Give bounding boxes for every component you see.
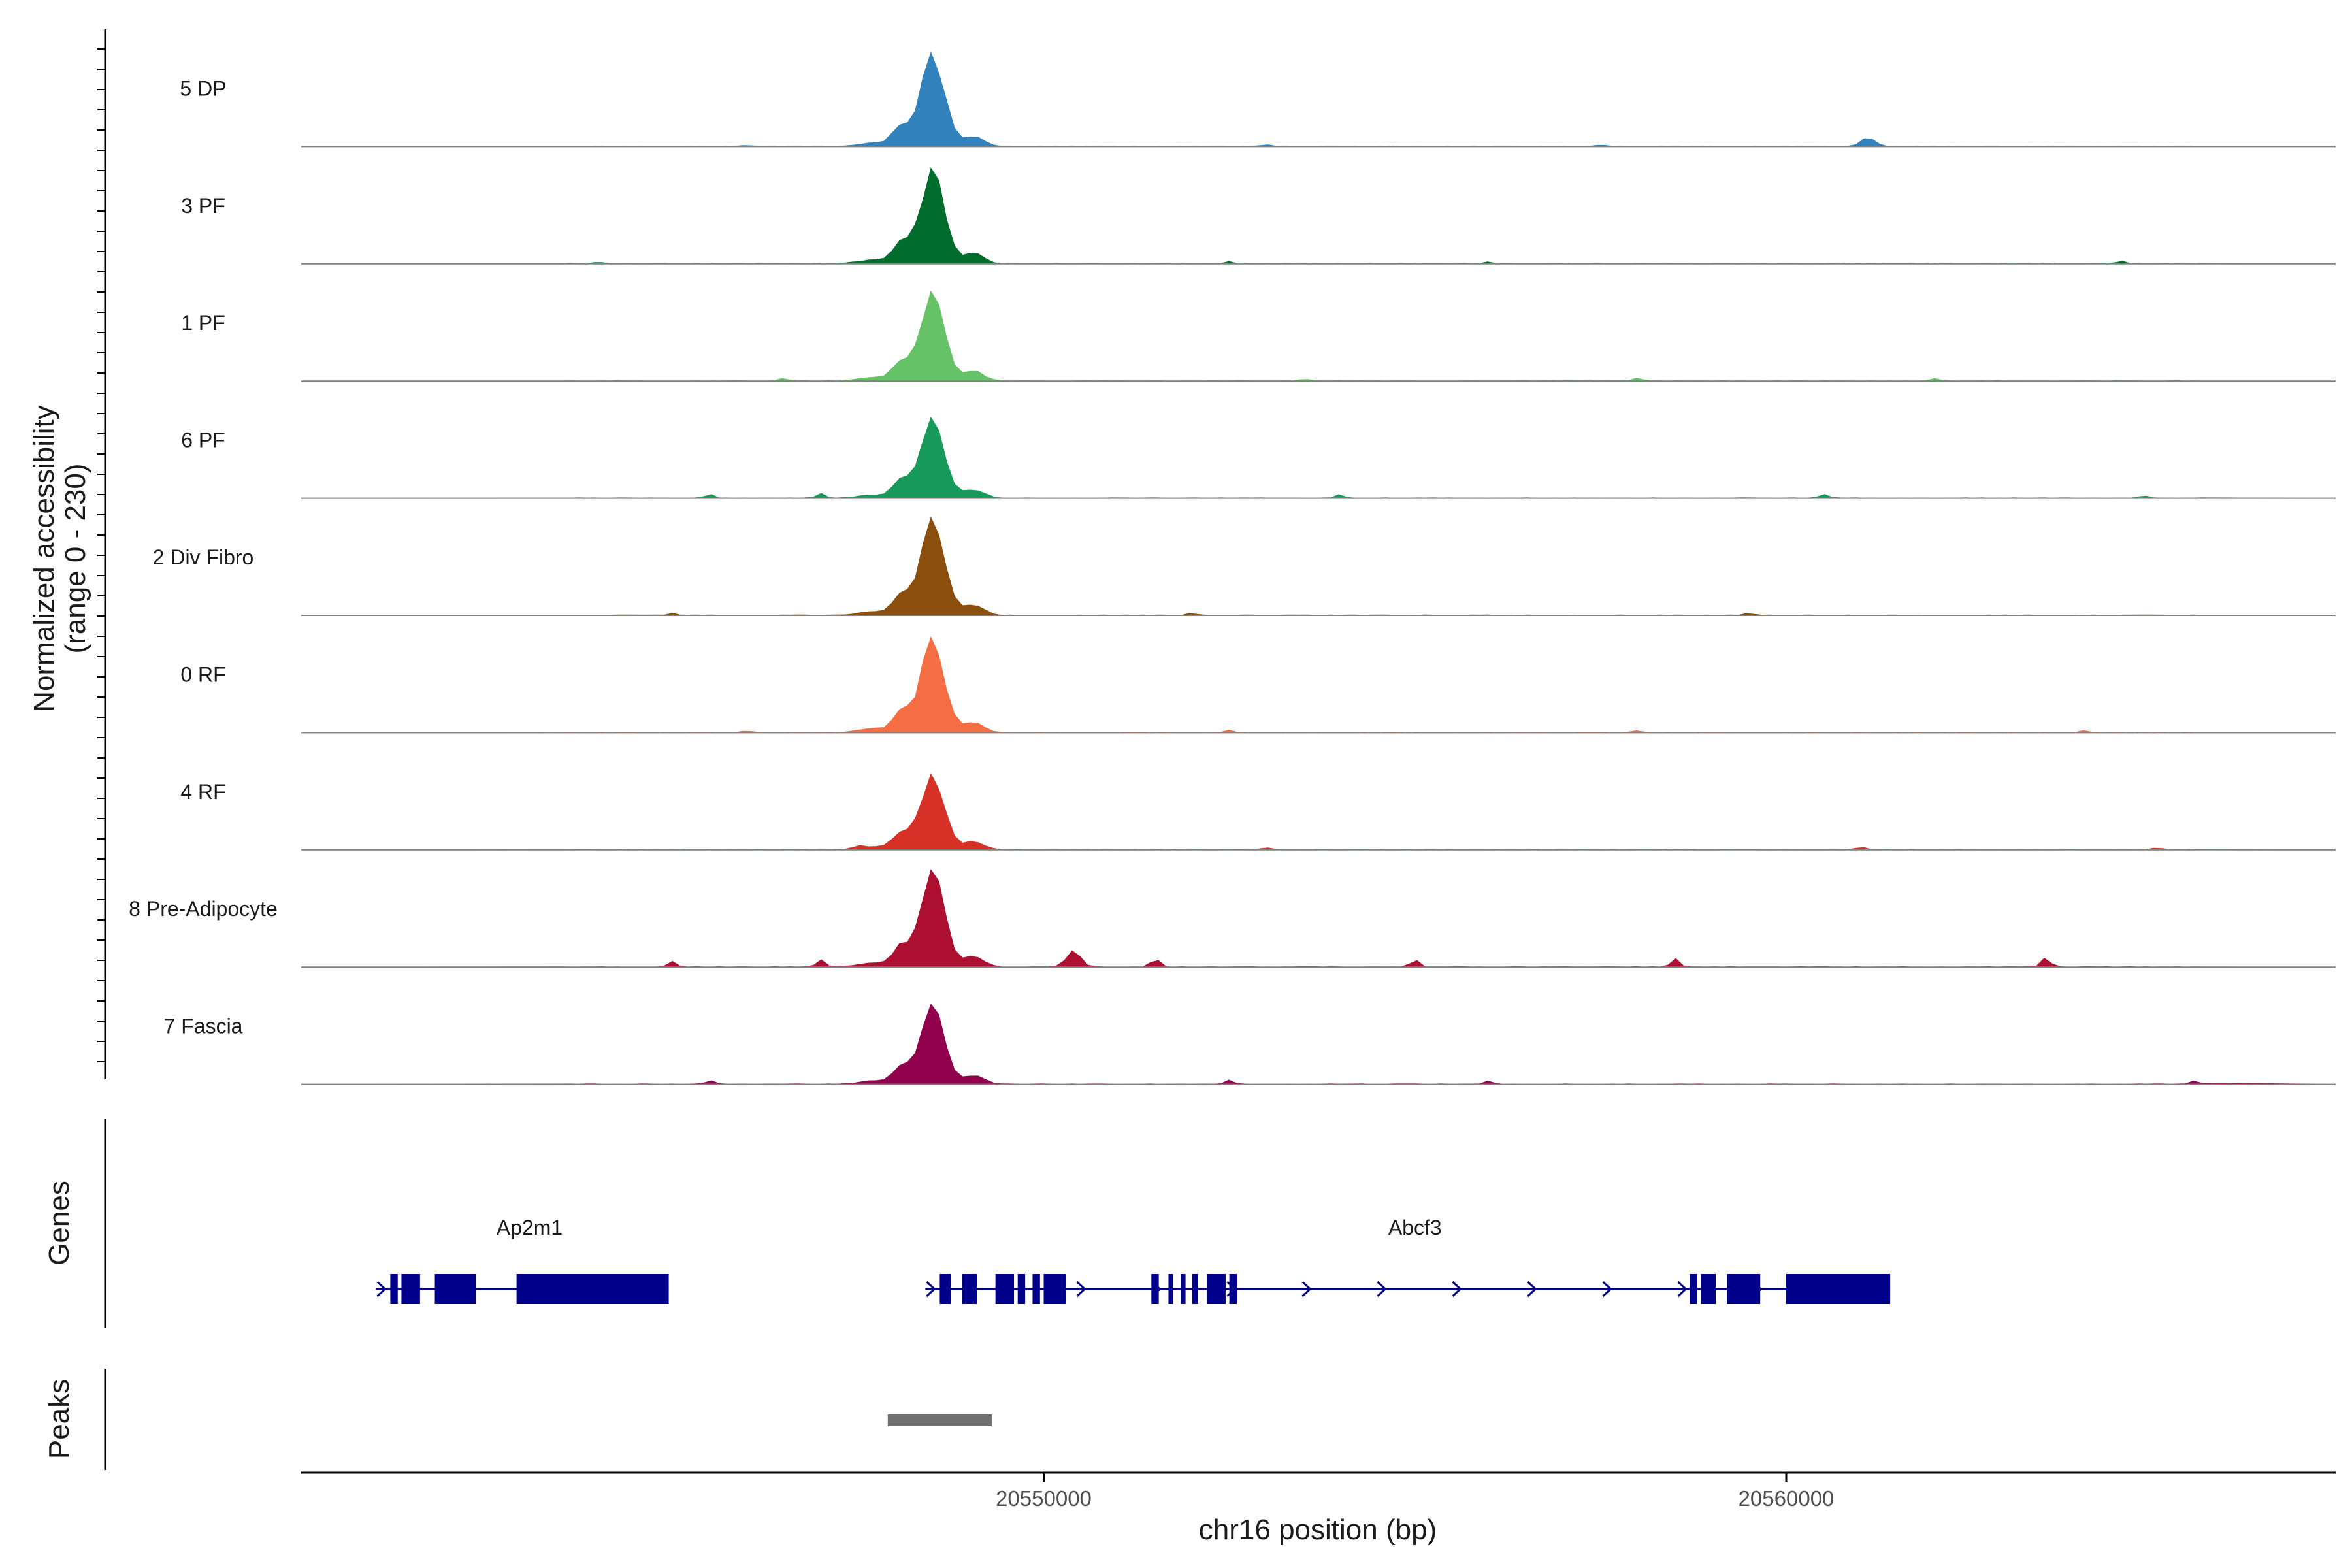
y-axis-title: Normalized accessibility <box>28 405 60 711</box>
coverage-area <box>301 1003 2336 1085</box>
track-4-rf: 4 RF <box>180 773 2336 851</box>
strand-arrow <box>1677 1281 1688 1298</box>
strand-arrow <box>376 1281 387 1298</box>
exon <box>1192 1274 1198 1304</box>
coverage-area <box>301 516 2336 616</box>
exon <box>434 1274 476 1304</box>
coverage-area <box>301 167 2336 265</box>
x-tick-label: 20560000 <box>1739 1486 1835 1511</box>
strand-arrow <box>1527 1281 1537 1298</box>
gene-label: Abcf3 <box>1388 1216 1442 1239</box>
track-7-fascia: 7 Fascia <box>164 1003 2336 1085</box>
coverage-area <box>301 416 2336 499</box>
exon <box>516 1274 669 1304</box>
track-6-pf: 6 PF <box>181 416 2336 499</box>
strand-arrow <box>1452 1281 1462 1298</box>
exon <box>1786 1274 1891 1304</box>
x-axis-ticks: 20550000 20560000 <box>996 1473 1834 1511</box>
y-axis-subtitle: (range 0 - 230) <box>59 463 91 653</box>
exon <box>995 1274 1015 1304</box>
peak-region <box>887 1414 992 1426</box>
exon <box>939 1274 951 1304</box>
gene-annotations: Ap2m1 Abcf3 <box>376 1216 1891 1304</box>
exon <box>962 1274 977 1304</box>
y-axis <box>97 29 106 1079</box>
coverage-area <box>301 290 2336 382</box>
strand-arrow <box>1301 1281 1312 1298</box>
y-axis-ticks <box>97 48 105 1062</box>
peaks-panel-title: Peaks <box>43 1379 75 1459</box>
exon <box>390 1274 398 1304</box>
x-tick-label: 20550000 <box>996 1486 1092 1511</box>
exon <box>1017 1274 1026 1304</box>
exon <box>1181 1274 1186 1304</box>
track-label: 1 PF <box>181 311 225 335</box>
track-5-dp: 5 DP <box>180 51 2336 148</box>
exon <box>1727 1274 1761 1304</box>
coverage-tracks: 5 DP 3 PF 1 PF 6 PF 2 Div Fibro 0 RF 4 RF 8 Pre… <box>129 51 2336 1085</box>
track-label: 8 Pre-Adipocyte <box>129 897 278 921</box>
peak-regions <box>887 1414 992 1426</box>
exon <box>1207 1274 1226 1304</box>
track-label: 2 Div Fibro <box>153 546 254 569</box>
track-8-pre-adipocyte: 8 Pre-Adipocyte <box>129 869 2336 968</box>
strand-arrow <box>1076 1281 1086 1298</box>
exon <box>1168 1274 1173 1304</box>
gene-ap2m1: Ap2m1 <box>376 1216 669 1304</box>
track-1-pf: 1 PF <box>181 290 2336 382</box>
track-label: 5 DP <box>180 76 226 100</box>
exon <box>1690 1274 1697 1304</box>
track-label: 4 RF <box>180 780 225 804</box>
coverage-area <box>301 51 2336 147</box>
coverage-area <box>301 773 2336 851</box>
genes-panel-title: Genes <box>43 1181 75 1266</box>
coverage-area <box>301 636 2336 733</box>
exon <box>1701 1274 1716 1304</box>
exon <box>1151 1274 1159 1304</box>
strand-arrow <box>926 1281 936 1298</box>
track-label: 0 RF <box>180 662 225 686</box>
exon <box>401 1274 420 1304</box>
strand-arrow <box>1377 1281 1387 1298</box>
gene-abcf3: Abcf3 <box>925 1216 1891 1304</box>
track-3-pf: 3 PF <box>181 167 2336 265</box>
track-label: 3 PF <box>181 194 225 218</box>
exon <box>1229 1274 1237 1304</box>
track-0-rf: 0 RF <box>180 636 2336 734</box>
track-label: 6 PF <box>181 429 225 452</box>
gene-label: Ap2m1 <box>497 1216 563 1239</box>
exon <box>1032 1274 1040 1304</box>
x-axis: 20550000 20560000 <box>301 1471 2336 1511</box>
x-axis-title: chr16 position (bp) <box>1199 1514 1437 1546</box>
coverage-area <box>301 869 2336 968</box>
exon <box>1043 1274 1066 1304</box>
strand-arrow <box>1602 1281 1612 1298</box>
track-2-div-fibro: 2 Div Fibro <box>153 516 2336 616</box>
track-label: 7 Fascia <box>164 1015 243 1038</box>
